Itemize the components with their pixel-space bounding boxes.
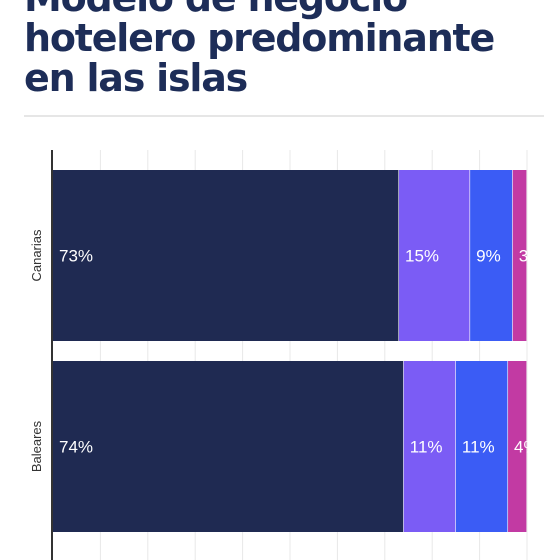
title-divider	[24, 115, 544, 117]
value-label: 11%	[462, 438, 495, 457]
value-label: 74%	[59, 438, 93, 457]
bar-canarias-3	[470, 170, 513, 341]
category-labels: Canarias Baleares	[29, 229, 44, 472]
value-label: 15%	[405, 247, 439, 266]
value-label: 4%	[514, 438, 539, 457]
chart-title: Modelo de negocio hotelero predominante …	[24, 0, 495, 100]
value-label: 11%	[410, 438, 443, 457]
category-label-baleares: Baleares	[29, 420, 44, 472]
bar-baleares-3	[455, 361, 508, 532]
category-label-canarias: Canarias	[29, 229, 44, 282]
value-label: 3%	[519, 247, 544, 266]
bar-canarias-2	[399, 170, 470, 341]
bar-canarias-1	[53, 170, 399, 341]
bar-baleares-2	[403, 361, 456, 532]
bar-canarias-4	[512, 170, 527, 341]
value-label: 73%	[59, 247, 93, 266]
bar-baleares-4	[508, 361, 527, 532]
bars: 73% 15% 9% 3% 74% 11% 11% 4%	[53, 170, 543, 532]
bar-baleares-1	[53, 361, 404, 532]
value-label: 9%	[476, 247, 501, 266]
